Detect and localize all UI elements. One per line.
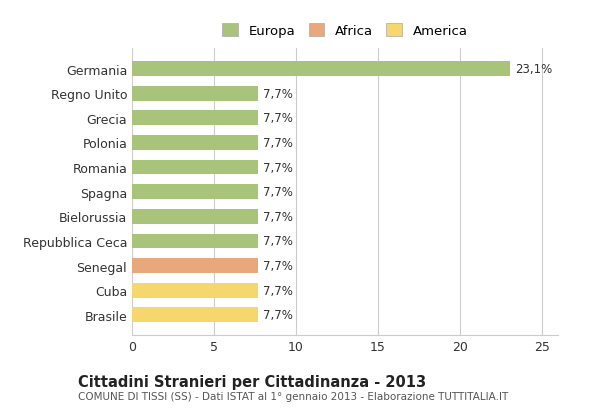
Bar xyxy=(132,62,511,77)
Text: Cittadini Stranieri per Cittadinanza - 2013: Cittadini Stranieri per Cittadinanza - 2… xyxy=(78,374,426,389)
Bar xyxy=(132,136,258,151)
Bar xyxy=(132,258,258,273)
Bar xyxy=(132,111,258,126)
Legend: Europa, Africa, America: Europa, Africa, America xyxy=(217,18,473,43)
Bar xyxy=(132,283,258,298)
Text: 7,7%: 7,7% xyxy=(263,186,293,199)
Bar xyxy=(132,160,258,175)
Text: 7,7%: 7,7% xyxy=(263,112,293,125)
Text: 7,7%: 7,7% xyxy=(263,88,293,101)
Text: 23,1%: 23,1% xyxy=(515,63,553,76)
Text: 7,7%: 7,7% xyxy=(263,259,293,272)
Text: COMUNE DI TISSI (SS) - Dati ISTAT al 1° gennaio 2013 - Elaborazione TUTTITALIA.I: COMUNE DI TISSI (SS) - Dati ISTAT al 1° … xyxy=(78,391,508,400)
Bar xyxy=(132,185,258,200)
Text: 7,7%: 7,7% xyxy=(263,137,293,150)
Text: 7,7%: 7,7% xyxy=(263,210,293,223)
Bar xyxy=(132,308,258,322)
Bar xyxy=(132,87,258,101)
Text: 7,7%: 7,7% xyxy=(263,161,293,174)
Text: 7,7%: 7,7% xyxy=(263,308,293,321)
Text: 7,7%: 7,7% xyxy=(263,284,293,297)
Bar xyxy=(132,209,258,224)
Text: 7,7%: 7,7% xyxy=(263,235,293,248)
Bar xyxy=(132,234,258,249)
